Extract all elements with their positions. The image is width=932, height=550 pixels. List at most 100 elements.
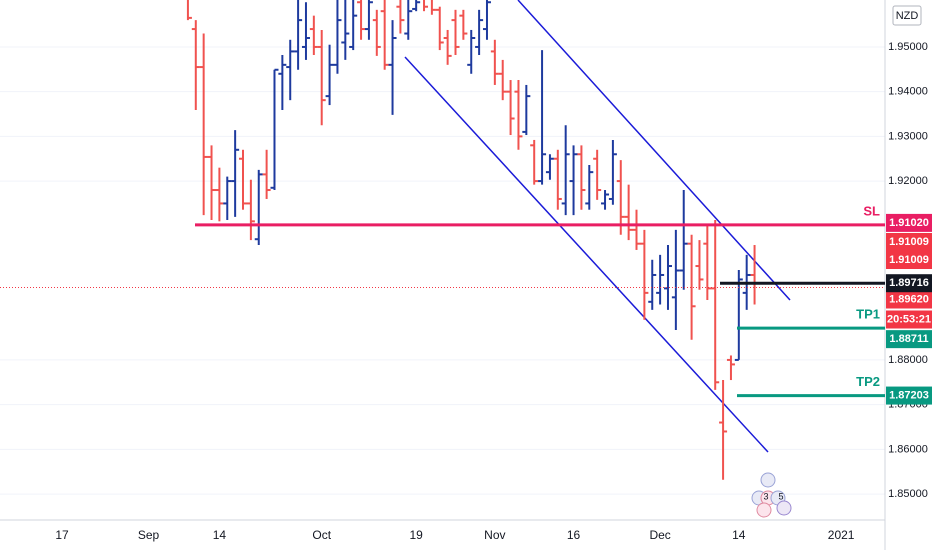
x-tick-label: 17	[55, 528, 69, 542]
ohlc-bar	[569, 145, 578, 216]
channel-lower	[404, 56, 769, 453]
ohlc-bar	[309, 15, 318, 55]
price-tag	[886, 386, 932, 405]
ohlc-bar	[435, 6, 444, 51]
plot	[0, 0, 885, 480]
y-tick-label: 1.88000	[888, 354, 928, 366]
ohlc-bar	[467, 29, 476, 74]
ohlc-bar	[711, 219, 720, 390]
ohlc-bar	[656, 254, 665, 305]
y-tick-label: 1.93000	[888, 130, 928, 142]
ohlc-bar	[186, 0, 192, 21]
ohlc-bar	[364, 0, 373, 40]
y-tick-label: 1.85000	[888, 488, 928, 500]
ohlc-bar	[616, 160, 625, 235]
price-tag-text: 20:53:21	[887, 313, 931, 325]
ohlc-bar	[341, 0, 350, 60]
ohlc-bar	[703, 225, 712, 301]
ohlc-bar	[530, 139, 539, 185]
currency-box[interactable]	[892, 5, 922, 26]
price-tag-text: 1.89620	[889, 293, 929, 305]
channel-upper	[517, 0, 791, 301]
ohlc-bar	[522, 84, 531, 136]
level-name: TP1	[856, 307, 880, 322]
ohlc-bar	[593, 149, 602, 200]
y-tick-label: 1.92000	[888, 175, 928, 187]
price-tag	[886, 330, 932, 349]
price-tag	[886, 290, 932, 309]
badge-icon	[776, 500, 792, 516]
price-tag	[886, 310, 932, 329]
badge-count: 5	[778, 491, 783, 501]
ohlc-bar	[380, 0, 389, 70]
ohlc-bar	[412, 0, 421, 12]
y-tick-label: 1.94000	[888, 86, 928, 98]
x-tick-label: 14	[732, 528, 746, 542]
ohlc-bar	[695, 240, 704, 290]
ohlc-bar	[207, 145, 216, 220]
currency: NZD	[896, 10, 919, 22]
ohlc-bar	[199, 33, 208, 216]
ohlc-bar	[223, 176, 232, 220]
price-tag	[886, 274, 932, 293]
ohlc-bar	[301, 2, 310, 60]
ohlc-bar	[663, 245, 672, 310]
ohlc-bar	[404, 0, 413, 40]
ohlc-bar	[239, 149, 248, 210]
ohlc-bar	[262, 149, 271, 199]
ohlc-bar	[734, 270, 743, 361]
ohlc-bar	[349, 0, 358, 51]
y-tick-label: 1.95000	[888, 41, 928, 53]
ohlc-bar	[726, 355, 735, 381]
ohlc-bar	[372, 9, 381, 56]
ohlc-bar	[278, 54, 287, 110]
price-tag-text: 1.88711	[889, 333, 928, 345]
price-tag	[886, 251, 932, 269]
price-tag-text: 1.91020	[889, 217, 929, 229]
ohlc-bar	[270, 68, 279, 191]
ohlc-bar	[687, 234, 696, 340]
ohlc-bar	[648, 259, 657, 310]
ohlc-bar	[254, 169, 263, 246]
ohlc-bar	[750, 245, 759, 305]
price-tag	[886, 213, 932, 232]
badge-count: 3	[763, 491, 768, 501]
ohlc-bar	[608, 139, 617, 205]
ohlc-bar	[423, 0, 429, 12]
price-tag-text: 1.89716	[889, 277, 929, 289]
x-tick-label: 19	[409, 528, 423, 542]
price-tag-text: 1.91009	[889, 236, 929, 248]
ohlc-bar	[325, 44, 334, 106]
x-tick-label: Nov	[484, 528, 505, 542]
ohlc-bar	[506, 80, 515, 136]
ohlc-bar	[191, 20, 200, 110]
ohlc-bar	[514, 80, 523, 150]
ohlc-bar	[482, 0, 491, 40]
ohlc-bar	[498, 59, 507, 101]
x-tick-label: 2021	[828, 528, 855, 542]
ohlc-bar	[585, 164, 594, 210]
ohlc-bar	[561, 125, 570, 216]
x-tick-label: 14	[213, 528, 227, 542]
ohlc-bar	[475, 9, 484, 55]
ohlc-bar	[294, 0, 303, 70]
ohlc-bar	[443, 29, 452, 65]
price-tag	[886, 233, 932, 251]
x-tick-label: Oct	[312, 528, 331, 542]
ohlc-bar	[430, 0, 436, 15]
ohlc-bar	[388, 20, 397, 115]
badge-icon	[756, 502, 772, 518]
badge-icon	[760, 472, 776, 488]
ohlc-bar	[357, 0, 366, 40]
ohlc-bar	[459, 9, 468, 40]
ohlc-bar	[545, 154, 554, 180]
price-tag-text: 1.91009	[889, 254, 929, 266]
ohlc-bar	[632, 209, 641, 250]
indicator-badges[interactable]: 3 5	[751, 472, 792, 518]
ohlc-bar	[490, 39, 499, 85]
grid	[0, 46, 885, 495]
price-axis: 1.950001.940001.930001.920001.880001.870…	[888, 41, 928, 500]
ohlc-bar	[601, 190, 610, 210]
ohlc-bar	[286, 39, 295, 101]
